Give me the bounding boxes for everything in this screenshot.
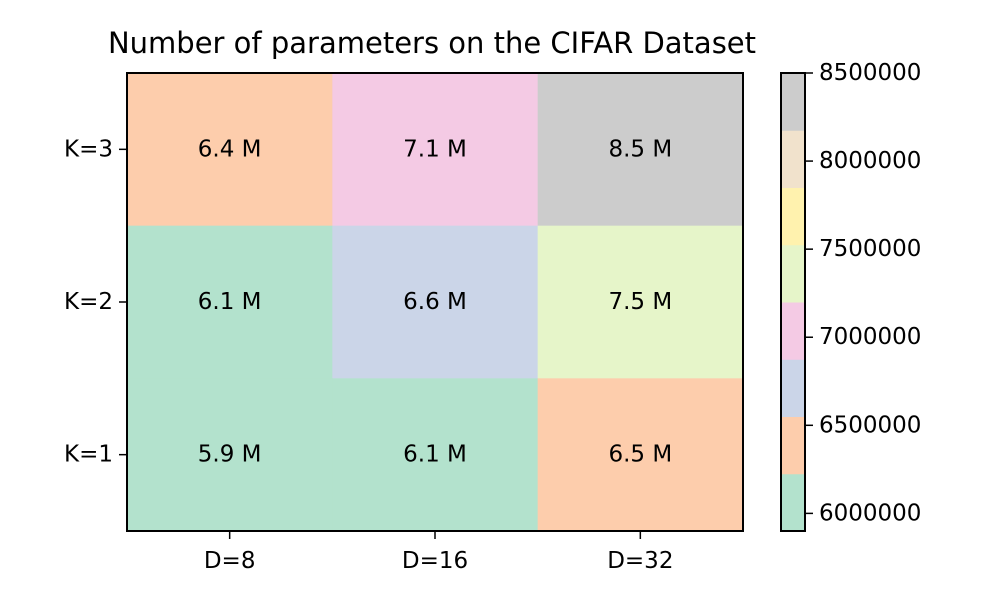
cell-value-label: 6.1 M [198, 289, 262, 315]
cell-value-label: 5.9 M [198, 442, 262, 468]
colorbar-segment [781, 73, 805, 131]
y-tick-label: K=1 [64, 442, 113, 468]
heatmap-cells [127, 73, 744, 532]
heatmap-cell [332, 378, 539, 532]
colorbar-segment [781, 416, 805, 475]
y-axis: K=3 K=2 K=1 [64, 136, 127, 468]
heatmap-cell [127, 378, 333, 532]
y-tick-label: K=2 [64, 289, 113, 315]
heatmap-cell [332, 225, 539, 379]
colorbar: 6000000 6500000 7000000 7500000 8000000 85000… [780, 60, 921, 532]
heatmap-cell [127, 73, 333, 227]
colorbar-tick-label: 8500000 [819, 60, 921, 86]
colorbar-tick-label: 6500000 [819, 412, 921, 438]
cell-value-label: 6.6 M [403, 289, 467, 315]
colorbar-segment [781, 302, 805, 360]
y-tick-label: K=3 [64, 136, 113, 162]
x-tick-label: D=8 [204, 548, 256, 574]
cell-value-label: 8.5 M [608, 136, 672, 162]
colorbar-tick-label: 7500000 [819, 236, 921, 262]
colorbar-segment [781, 187, 805, 246]
cell-value-label: 7.1 M [403, 136, 467, 162]
heatmap-cell [537, 225, 744, 379]
colorbar-segment [781, 130, 805, 188]
cell-value-label: 6.4 M [198, 136, 262, 162]
heatmap-cell [332, 73, 539, 227]
cell-value-label: 6.1 M [403, 442, 467, 468]
heatmap-cell-labels: 6.4 M 7.1 M 8.5 M 6.1 M 6.6 M 7.5 M 5.9 M 6.1 M… [198, 136, 672, 467]
colorbar-segment [781, 244, 805, 303]
colorbar-segment [781, 359, 805, 417]
cell-value-label: 7.5 M [608, 289, 672, 315]
colorbar-tick-label: 7000000 [819, 324, 921, 350]
chart-title: Number of parameters on the CIFAR Datase… [108, 26, 756, 60]
heatmap-cell [537, 378, 744, 532]
heatmap-cell [537, 73, 744, 227]
colorbar-frame [780, 72, 806, 532]
heatmap-cell [127, 225, 333, 379]
x-axis: D=8 D=16 D=32 [204, 531, 673, 574]
colorbar-segment [781, 473, 805, 532]
colorbar-tick-label: 8000000 [819, 148, 921, 174]
x-tick-label: D=16 [402, 548, 468, 574]
x-tick-label: D=32 [607, 548, 673, 574]
colorbar-tick-label: 6000000 [819, 500, 921, 526]
cell-value-label: 6.5 M [608, 442, 672, 468]
